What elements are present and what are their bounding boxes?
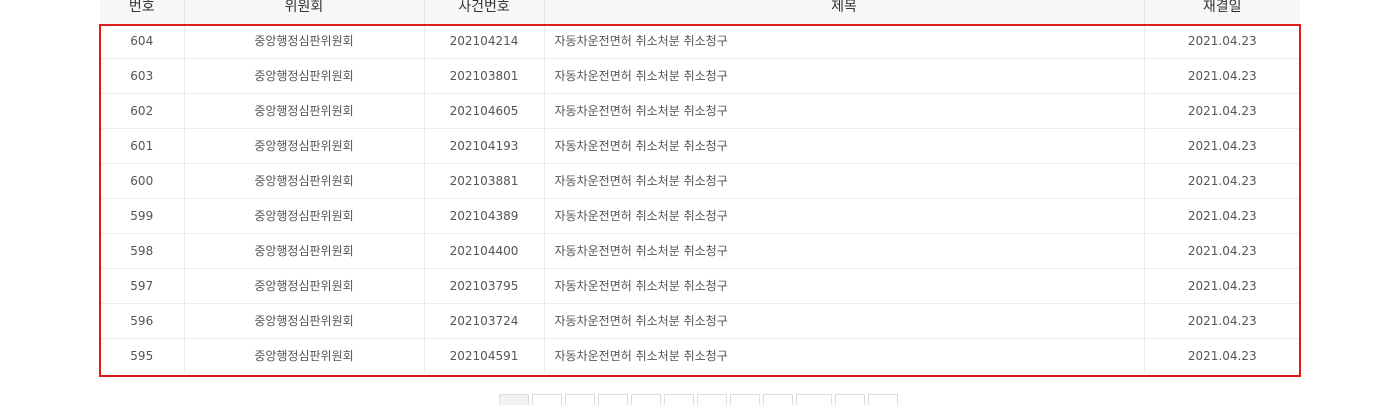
- cell-case-number: 202104214: [423, 24, 544, 59]
- cell-decision-date: 2021.04.23: [1143, 233, 1300, 269]
- table-row[interactable]: 600 중앙행정심판위원회 202103881 자동차운전면허 취소처분 취소청구 20…: [100, 163, 1300, 199]
- cell-number: 596: [100, 303, 184, 339]
- cell-decision-date: 2021.04.23: [1143, 128, 1300, 164]
- cell-committee: 중앙행정심판위원회: [183, 303, 424, 339]
- cell-case-number: 202104591: [423, 338, 544, 373]
- decision-table: 번호 위원회 사건번호 제목 재결일 604 중앙행정심판위원회 202104214…: [100, 0, 1300, 373]
- cell-number: 601: [100, 128, 184, 164]
- cell-number: 603: [100, 58, 184, 94]
- header-title: 제목: [543, 0, 1144, 24]
- cell-number: 595: [130, 349, 154, 363]
- cell-committee: 중앙행정심판위원회: [183, 338, 424, 373]
- cell-title-link[interactable]: 자동차운전면허 취소처분 취소청구: [543, 163, 1144, 199]
- table-row[interactable]: 603 중앙행정심판위원회 202103801 자동차운전면허 취소처분 취소청구 20…: [100, 58, 1300, 94]
- cell-case-number: 202104193: [423, 128, 544, 164]
- cell-title-link[interactable]: 자동차운전면허 취소처분 취소청구: [543, 93, 1144, 129]
- header-decision-date: 재결일: [1143, 0, 1300, 24]
- cell-number: 598: [100, 233, 184, 269]
- cell-committee: 중앙행정심판위원회: [183, 128, 424, 164]
- cell-decision-date: 2021.04.23: [1143, 198, 1300, 234]
- cell-committee: 중앙행정심판위원회: [183, 233, 424, 269]
- table-body: 604 중앙행정심판위원회 202104214 자동차운전면허 취소처분 취소청구 20…: [100, 24, 1300, 373]
- cell-title-link[interactable]: 자동차운전면허 취소처분 취소청구: [543, 128, 1144, 164]
- cell-committee: 중앙행정심판위원회: [183, 24, 424, 59]
- cell-decision-date: 2021.04.23: [1143, 163, 1300, 199]
- cell-number: 597: [100, 268, 184, 304]
- cell-decision-date: 2021.04.23: [1143, 338, 1300, 373]
- cell-number: 602: [100, 93, 184, 129]
- header-no: 번호: [100, 0, 184, 24]
- cell-title-link[interactable]: 자동차운전면허 취소처분 취소청구: [543, 58, 1144, 94]
- cell-decision-date: 2021.04.23: [1143, 24, 1300, 59]
- cell-title-link[interactable]: 자동차운전면허 취소처분 취소청구: [543, 24, 1144, 59]
- cell-committee: 중앙행정심판위원회: [183, 163, 424, 199]
- cell-number: 599: [100, 198, 184, 234]
- cell-case-number: 202103881: [423, 163, 544, 199]
- cell-committee: 중앙행정심판위원회: [183, 198, 424, 234]
- cell-decision-date: 2021.04.23: [1143, 93, 1300, 129]
- decision-list: 번호 위원회 사건번호 제목 재결일 604 중앙행정심판위원회 202104214…: [100, 0, 1300, 373]
- cell-title-link[interactable]: 자동차운전면허 취소처분 취소청구: [543, 233, 1144, 269]
- cell-committee: 중앙행정심판위원회: [183, 93, 424, 129]
- header-committee: 위원회: [183, 0, 424, 24]
- cell-committee: 중앙행정심판위원회: [183, 268, 424, 304]
- header-case-number: 사건번호: [423, 0, 544, 24]
- table-row[interactable]: 596 중앙행정심판위원회 202103724 자동차운전면허 취소처분 취소청구 20…: [100, 303, 1300, 339]
- table-row[interactable]: 598 중앙행정심판위원회 202104400 자동차운전면허 취소처분 취소청구 20…: [100, 233, 1300, 269]
- cell-case-number: 202103724: [423, 303, 544, 339]
- cell-decision-date: 2021.04.23: [1143, 58, 1300, 94]
- cell-case-number: 202104389: [423, 198, 544, 234]
- cell-case-number: 202103801: [423, 58, 544, 94]
- cell-committee: 중앙행정심판위원회: [183, 58, 424, 94]
- table-row[interactable]: 597 중앙행정심판위원회 202103795 자동차운전면허 취소처분 취소청구 20…: [100, 268, 1300, 304]
- table-row[interactable]: 601 중앙행정심판위원회 202104193 자동차운전면허 취소처분 취소청구 20…: [100, 128, 1300, 164]
- cell-title-link[interactable]: 자동차운전면허 취소처분 취소청구: [543, 268, 1144, 304]
- table-row[interactable]: 599 중앙행정심판위원회 202104389 자동차운전면허 취소처분 취소청구 20…: [100, 198, 1300, 234]
- cell-title-link[interactable]: 자동차운전면허 취소처분 취소청구: [543, 303, 1144, 339]
- cell-number: 604: [100, 24, 184, 59]
- table-row[interactable]: 602 중앙행정심판위원회 202104605 자동차운전면허 취소처분 취소청구 20…: [100, 93, 1300, 129]
- cell-case-number: 202104400: [423, 233, 544, 269]
- cell-title-link[interactable]: 자동차운전면허 취소처분 취소청구: [543, 198, 1144, 234]
- cell-decision-date: 2021.04.23: [1143, 303, 1300, 339]
- cell-title-link[interactable]: 자동차운전면허 취소처분 취소청구: [543, 338, 1144, 373]
- cell-case-number: 202103795: [423, 268, 544, 304]
- table-row[interactable]: 604 중앙행정심판위원회 202104214 자동차운전면허 취소처분 취소청구 20…: [100, 24, 1300, 59]
- cell-case-number: 202104605: [423, 93, 544, 129]
- table-header: 번호 위원회 사건번호 제목 재결일: [100, 0, 1300, 24]
- table-row[interactable]: 595 중앙행정심판위원회 202104591 자동차운전면허 취소처분 취소청구 20…: [100, 338, 1300, 373]
- cell-decision-date: 2021.04.23: [1143, 268, 1300, 304]
- cell-number: 600: [100, 163, 184, 199]
